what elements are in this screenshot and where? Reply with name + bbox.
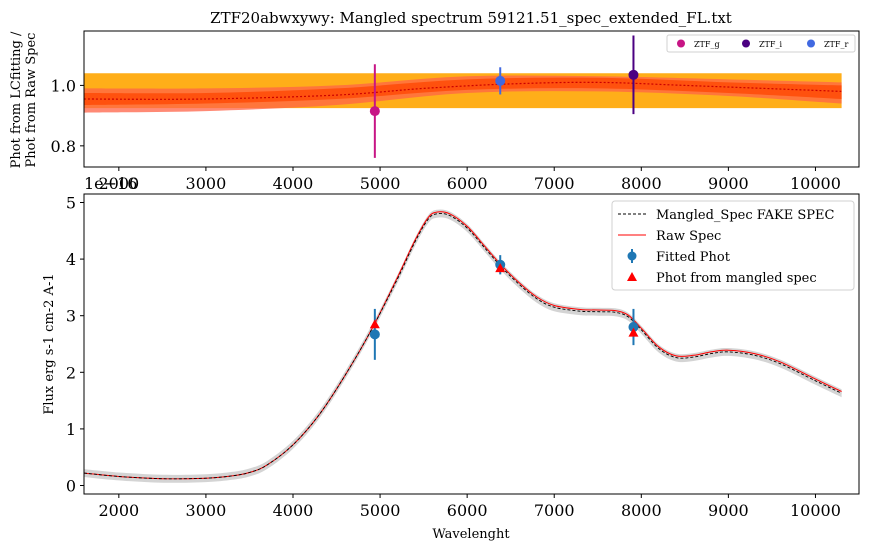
phot-mangled-marker: [495, 263, 506, 273]
bottom-plot-area: [84, 209, 842, 483]
bottom-legend-box: [611, 200, 855, 291]
top-legend-box: [666, 34, 856, 53]
top-legend-marker-ZTF_g: [677, 39, 685, 48]
top-xtick-label: 4000: [273, 174, 314, 193]
bottom-ytick-label: 4: [66, 250, 76, 269]
top-point-ZTF_r: [495, 75, 506, 86]
top-xtick-label: 5000: [360, 174, 401, 193]
phot-mangled-marker: [628, 327, 639, 337]
top-legend-label-ZTF_i: ZTF_i: [759, 40, 782, 49]
bottom-ytick-label: 2: [66, 363, 76, 382]
top-xtick-label: 7000: [534, 174, 575, 193]
bottom-ytick-label: 5: [66, 193, 76, 212]
bottom-xtick-label: 7000: [534, 501, 575, 520]
top-xtick-label: 2000: [98, 174, 139, 193]
bottom-legend-label-1: Raw Spec: [656, 229, 721, 244]
top-ratio-plot: 2000 3000 4000 5000 6000 7000 8000 9000 10000 0.8…: [51, 30, 860, 193]
fitted-phot-point: [628, 322, 639, 333]
bottom-xtick-label: 10000: [790, 501, 841, 520]
legend-marker-fitted-phot: [627, 251, 637, 261]
bottom-xtick-label: 4000: [273, 501, 314, 520]
top-xtick-label: 9000: [708, 174, 749, 193]
top-chart-title: ZTF20abwxywy: Mangled spectrum 59121.51_…: [210, 9, 732, 27]
bottom-legend-label-2: Fitted Phot: [656, 250, 731, 265]
top-legend-marker-ZTF_i: [742, 39, 750, 48]
top-xtick-label: 6000: [447, 174, 488, 193]
phot-mangled-marker: [369, 319, 380, 329]
bottom-ylabel: Flux erg s-1 cm-2 A-1: [42, 273, 57, 414]
top-legend-label-ZTF_r: ZTF_r: [824, 40, 848, 49]
fitted-phot-point: [369, 329, 380, 340]
bottom-ytick-label: 1: [66, 420, 76, 439]
bottom-xtick-label: 8000: [621, 501, 662, 520]
top-ylabel-line1: Phot from LCfitting /: [9, 31, 24, 168]
top-xtick-label: 3000: [186, 174, 227, 193]
bottom-legend-label-0: Mangled_Spec FAKE SPEC: [656, 208, 835, 223]
bottom-spectrum-plot: 2000 3000 4000 5000 6000 7000 8000 9000 10000 0 1 2…: [66, 193, 860, 520]
offset-label: 1e−16: [84, 174, 137, 193]
top-xtick-label: 10000: [790, 174, 841, 193]
top-point-ZTF_i: [628, 69, 639, 80]
top-ratio-curve: [84, 81, 842, 100]
bottom-ytick-label: 0: [66, 477, 76, 496]
top-legend-marker-ZTF_r: [807, 39, 815, 48]
top-ylabel-line2: Phot from Raw Spec: [24, 33, 39, 168]
bottom-xtick-label: 3000: [186, 501, 227, 520]
bottom-axes-frame: [83, 193, 860, 495]
top-ytick-label: 0.8: [51, 137, 76, 156]
bottom-xtick-label: 6000: [447, 501, 488, 520]
top-xtick-label: 8000: [621, 174, 662, 193]
top-axes-frame: [83, 30, 860, 168]
mangled-spec-line: [84, 213, 842, 480]
bottom-ytick-label: 3: [66, 307, 76, 326]
legend-marker-phot-mangled: [627, 272, 637, 281]
raw-spec-line: [84, 211, 842, 480]
bottom-xtick-label: 2000: [98, 501, 139, 520]
bottom-legend-label-3: Phot from mangled spec: [656, 271, 817, 286]
bottom-xtick-label: 9000: [708, 501, 749, 520]
top-legend-label-ZTF_g: ZTF_g: [694, 40, 720, 49]
top-point-ZTF_g: [369, 106, 380, 117]
bottom-xlabel: Wavelenght: [432, 527, 510, 542]
top-plot-area: [84, 35, 842, 158]
top-ytick-label: 1.0: [51, 76, 76, 95]
bottom-xtick-label: 5000: [360, 501, 401, 520]
